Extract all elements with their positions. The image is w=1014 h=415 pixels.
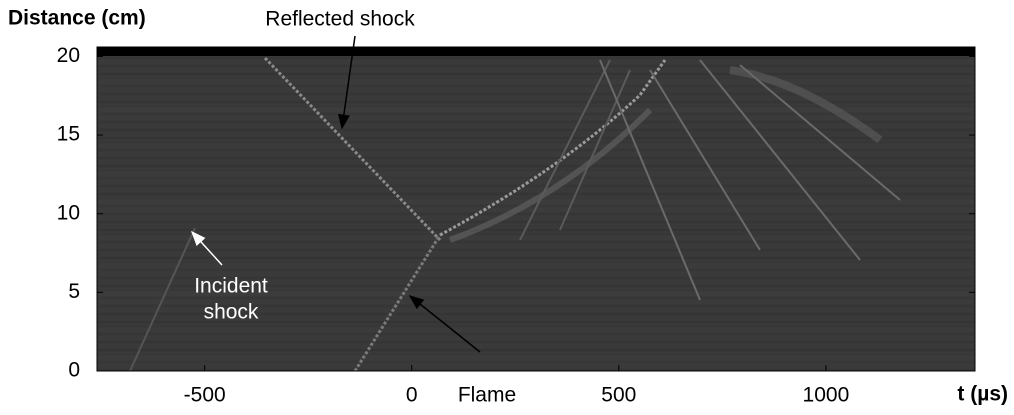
x-tick-label: 1000 bbox=[803, 384, 850, 407]
y-tick-label: 15 bbox=[57, 123, 80, 146]
plot-frame bbox=[96, 46, 976, 372]
y-axis-label: Distance (cm) bbox=[8, 7, 146, 30]
annotation: shock bbox=[204, 301, 259, 324]
y-tick-label: 5 bbox=[68, 280, 80, 303]
arrow bbox=[190, 230, 223, 266]
x-axis-label: t (µs) bbox=[957, 383, 1008, 406]
x-tick-label: -500 bbox=[184, 384, 226, 407]
arrow bbox=[408, 295, 481, 353]
annotation: Flame bbox=[458, 384, 516, 407]
annotation: Incident bbox=[194, 275, 268, 298]
x-tick-label: 0 bbox=[406, 384, 418, 407]
y-tick-label: 0 bbox=[68, 359, 80, 382]
y-tick-label: 20 bbox=[57, 44, 80, 67]
y-tick-label: 10 bbox=[57, 201, 80, 224]
annotation: Reflected shock bbox=[265, 8, 415, 31]
arrow bbox=[337, 35, 356, 130]
image bbox=[97, 47, 975, 372]
x-tick-label: 500 bbox=[601, 384, 636, 407]
